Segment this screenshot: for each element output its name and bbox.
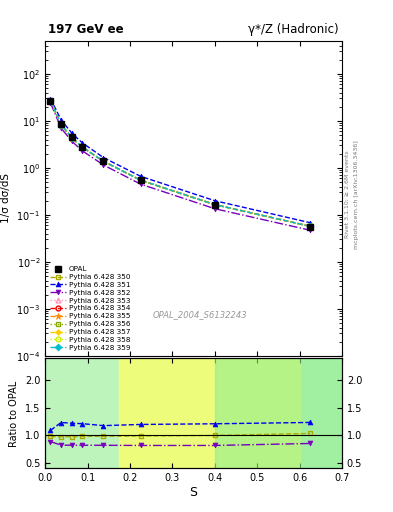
Text: Rivet 3.1.10; ≥ 2.6M events: Rivet 3.1.10; ≥ 2.6M events	[345, 151, 349, 239]
Text: 197 GeV ee: 197 GeV ee	[48, 23, 124, 36]
Text: OPAL_2004_S6132243: OPAL_2004_S6132243	[152, 310, 247, 319]
X-axis label: S: S	[189, 486, 198, 499]
Text: mcplots.cern.ch [arXiv:1306.3436]: mcplots.cern.ch [arXiv:1306.3436]	[354, 140, 359, 249]
Y-axis label: 1/σ dσ/dS: 1/σ dσ/dS	[0, 174, 11, 223]
Text: γ*/Z (Hadronic): γ*/Z (Hadronic)	[248, 23, 339, 36]
Y-axis label: Ratio to OPAL: Ratio to OPAL	[9, 380, 19, 446]
Legend: OPAL, Pythia 6.428 350, Pythia 6.428 351, Pythia 6.428 352, Pythia 6.428 353, Py: OPAL, Pythia 6.428 350, Pythia 6.428 351…	[49, 265, 132, 352]
